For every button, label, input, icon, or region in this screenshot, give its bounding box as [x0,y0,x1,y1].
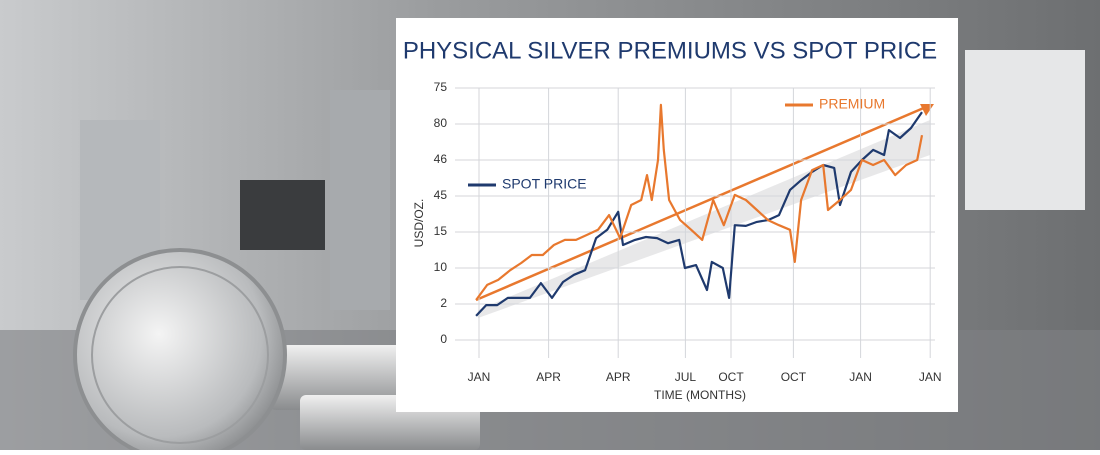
legend-label: SPOT PRICE [502,176,587,192]
chart-title: PHYSICAL SILVER PREMIUMS VS SPOT PRICE [403,37,937,64]
x-axis-label: TIME (MONTHS) [654,388,746,402]
y-tick-label: 75 [434,80,448,94]
x-tick-label: OCT [781,370,807,384]
x-tick-label: APR [606,370,631,384]
series-line [475,111,923,317]
wall-screen [965,50,1085,210]
y-tick-label: 46 [434,152,448,166]
silver-coin [73,248,287,455]
y-axis-label: USD/OZ. [412,199,426,248]
y-tick-label: 45 [434,188,448,202]
y-tick-label: 10 [434,260,448,274]
building [330,90,390,310]
x-tick-label: APR [536,370,561,384]
x-tick-label: JUL [675,370,697,384]
y-tick-label: 80 [434,116,448,130]
y-tick-label: 2 [440,296,447,310]
x-tick-label: JAN [849,370,872,384]
monitor [240,180,325,250]
x-tick-label: JAN [919,370,942,384]
coin-rim [91,266,269,444]
x-tick-label: OCT [718,370,744,384]
silver-bar [270,345,420,410]
y-tick-label: 0 [440,332,447,346]
legend-label: PREMIUM [819,96,885,112]
series-line [475,103,924,301]
x-tick-label: JAN [468,370,491,384]
y-tick-label: 15 [434,224,448,238]
